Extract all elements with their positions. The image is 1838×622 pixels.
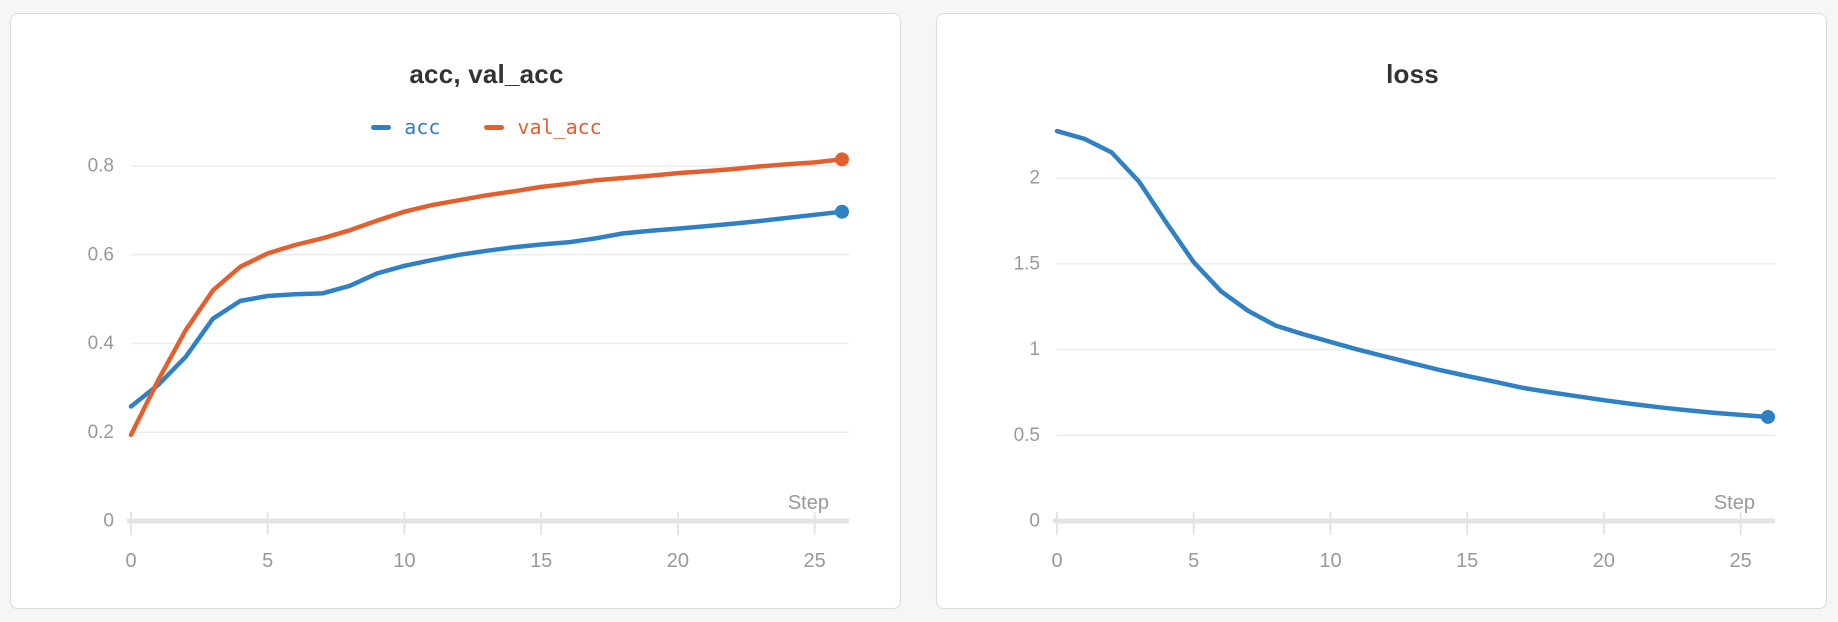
x-axis — [127, 512, 849, 535]
x-axis — [1053, 512, 1775, 535]
endpoint-dot-loss[interactable] — [1761, 409, 1775, 424]
chart-title-acc-valacc: acc, val_acc — [409, 59, 564, 89]
gridlines — [1057, 177, 1775, 437]
y-tick-label: 1 — [1029, 339, 1040, 360]
y-tick-label: 2 — [1029, 168, 1040, 189]
x-tick-label: 5 — [262, 550, 273, 572]
chart-acc-valacc[interactable]: 0 0.2 0.4 0.6 0.8 0 5 10 15 20 25 Step — [11, 14, 900, 608]
x-tick-label: 15 — [530, 550, 552, 572]
y-tick-label: 0.5 — [1014, 425, 1040, 446]
x-tick-label: 10 — [393, 550, 415, 572]
series-line-val_acc[interactable] — [128, 157, 845, 438]
chart-title-loss: loss — [1386, 59, 1439, 89]
endpoint-dot-acc[interactable] — [835, 204, 849, 219]
legend: acc val_acc — [131, 114, 842, 140]
series-line-acc[interactable] — [128, 209, 845, 409]
panel-loss: loss 0 0.5 1 1.5 2 0 5 10 15 20 25 Step — [936, 13, 1827, 609]
gridlines — [131, 165, 849, 433]
legend-swatch-acc — [371, 124, 392, 130]
series-line-loss[interactable] — [1054, 128, 1771, 420]
x-tick-label: 25 — [804, 550, 826, 572]
x-tick-label: 5 — [1188, 550, 1199, 572]
x-tick-label: 20 — [1593, 550, 1615, 572]
y-tick-label: 0.6 — [88, 244, 114, 265]
legend-swatch-val-acc — [484, 124, 505, 130]
y-tick-label: 0 — [1029, 511, 1040, 532]
x-tick-label: 0 — [125, 550, 136, 572]
y-tick-label: 0 — [103, 511, 114, 532]
legend-label-val-acc: val_acc — [517, 115, 602, 139]
x-tick-label: 20 — [667, 550, 689, 572]
y-tick-label: 0.2 — [88, 422, 114, 443]
x-axis-label: Step — [1714, 492, 1755, 514]
endpoint-dot-val_acc[interactable] — [835, 152, 849, 167]
x-tick-label: 25 — [1730, 550, 1752, 572]
x-tick-label: 0 — [1051, 550, 1062, 572]
y-tick-label: 1.5 — [1014, 253, 1040, 274]
x-axis-label: Step — [788, 492, 829, 514]
legend-item-val-acc: val_acc — [484, 115, 602, 139]
y-tick-label: 0.4 — [88, 333, 115, 354]
legend-label-acc: acc — [404, 115, 441, 139]
legend-item-acc: acc — [371, 117, 440, 137]
panel-acc-valacc: acc, val_acc acc val_acc 0 0.2 0.4 0.6 0.8 0 5… — [10, 13, 901, 609]
x-tick-label: 15 — [1456, 550, 1478, 572]
y-tick-label: 0.8 — [88, 156, 114, 177]
x-tick-label: 10 — [1319, 550, 1341, 572]
